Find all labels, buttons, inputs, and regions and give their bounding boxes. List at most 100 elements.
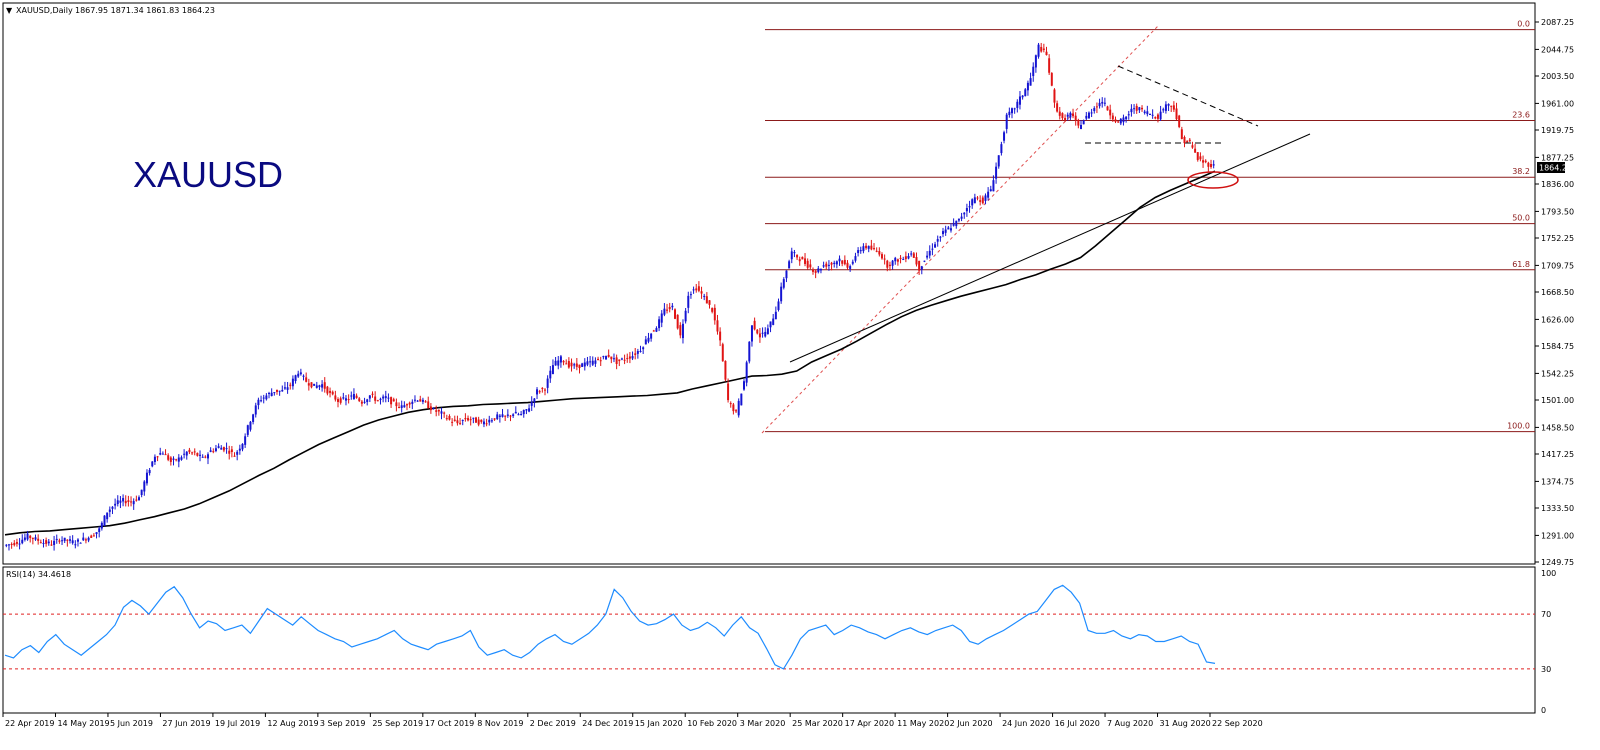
fibonacci-retracement[interactable]: 0.0 23.6 38.2 50.0 61.8 100.0	[765, 20, 1535, 433]
price-tick-label: 2044.75	[1541, 45, 1574, 54]
candle-body	[315, 385, 318, 388]
candle-body	[363, 401, 366, 403]
candle-body	[668, 306, 671, 310]
candle-body	[501, 414, 504, 417]
candle-body	[7, 544, 10, 546]
fib-level-label: 23.6	[1512, 110, 1530, 119]
candle-body	[716, 320, 719, 332]
candle-body	[891, 260, 894, 266]
candle-body	[15, 542, 18, 544]
candle-body	[390, 397, 393, 405]
time-tick-label: 16 Jul 2020	[1055, 719, 1100, 728]
candle-body	[541, 387, 544, 389]
candle-body	[931, 248, 934, 250]
candle-body	[1037, 44, 1040, 57]
candle-body	[1058, 111, 1061, 116]
candle-body	[411, 401, 414, 404]
candle-body	[981, 197, 984, 204]
price-tick-label: 1417.25	[1541, 450, 1574, 459]
rsi-tick-label: 70	[1541, 610, 1551, 619]
candle-body	[1199, 156, 1202, 160]
candle-body	[721, 344, 724, 362]
price-tick-label: 1626.00	[1541, 315, 1574, 324]
candle-body	[371, 393, 374, 395]
fib-level-label: 0.0	[1517, 20, 1530, 29]
candle-body	[406, 404, 409, 406]
candle-body	[1183, 136, 1186, 144]
trendlines[interactable]	[761, 25, 1311, 434]
descending-trendline[interactable]	[1117, 65, 1259, 127]
candle-body	[782, 279, 785, 288]
candle-body	[342, 397, 345, 399]
candle-body	[774, 311, 777, 320]
candle-body	[432, 408, 435, 410]
candle-body	[605, 356, 608, 360]
candle-body	[416, 400, 419, 402]
candle-body	[841, 260, 844, 264]
candle-body	[798, 259, 801, 262]
candle-body	[310, 382, 313, 388]
candle-body	[1103, 102, 1106, 104]
candle-body	[90, 535, 93, 538]
candle-body	[514, 411, 517, 414]
candle-body	[1018, 96, 1021, 105]
candle-body	[443, 412, 446, 414]
candle-body	[867, 246, 870, 249]
candle-body	[780, 286, 783, 302]
candle-body	[1175, 108, 1178, 120]
candle-body	[275, 389, 278, 392]
candle-body	[859, 250, 862, 252]
candle-body	[923, 260, 926, 262]
candle-body	[567, 361, 570, 368]
candle-body	[634, 353, 637, 355]
candle-body	[692, 289, 695, 291]
candle-body	[437, 409, 440, 412]
candle-body	[252, 414, 255, 422]
candle-body	[185, 451, 188, 456]
rising-channel-line[interactable]	[761, 25, 1159, 434]
candle-body	[963, 212, 966, 215]
candle-body	[1114, 119, 1117, 122]
candle-body	[392, 399, 395, 402]
candle-body	[955, 220, 958, 227]
time-tick-label: 17 Apr 2020	[845, 719, 894, 728]
candle-body	[461, 420, 464, 422]
candle-body	[1085, 115, 1088, 119]
price-tick-label: 1752.25	[1541, 234, 1574, 243]
candle-body	[809, 264, 812, 268]
time-tick-label: 25 Mar 2020	[792, 719, 843, 728]
price-tick-label: 1374.75	[1541, 477, 1574, 486]
candle-body	[111, 506, 114, 509]
candle-body	[666, 309, 669, 311]
time-tick-label: 8 Nov 2019	[477, 719, 523, 728]
highlight-circle[interactable]	[1187, 171, 1239, 189]
candle-body	[467, 418, 470, 421]
price-tick-label: 1584.75	[1541, 342, 1574, 351]
candle-body	[273, 392, 276, 394]
chart-menu-arrow-icon[interactable]: ▼	[6, 6, 13, 15]
candle-body	[34, 537, 37, 540]
candle-body	[376, 400, 379, 402]
candle-body	[159, 453, 162, 455]
candle-body	[581, 363, 584, 367]
candle-body	[756, 329, 759, 334]
candle-body	[655, 328, 658, 332]
candle-body	[942, 231, 945, 235]
candle-body	[965, 208, 968, 212]
fib-level-label: 50.0	[1512, 214, 1530, 223]
candle-body	[660, 313, 663, 323]
candle-body	[10, 543, 13, 545]
time-tick-label: 3 Mar 2020	[740, 719, 786, 728]
candle-body	[1026, 82, 1029, 91]
candle-body	[1072, 113, 1075, 117]
candle-body	[530, 401, 533, 406]
candle-body	[628, 356, 631, 359]
candle-body	[846, 262, 849, 268]
symbol-watermark: XAUUSD	[133, 154, 283, 195]
candle-body	[1159, 111, 1162, 120]
candle-body	[1000, 144, 1003, 154]
candle-body	[164, 454, 167, 456]
candle-body	[788, 261, 791, 269]
candle-body	[607, 354, 610, 357]
